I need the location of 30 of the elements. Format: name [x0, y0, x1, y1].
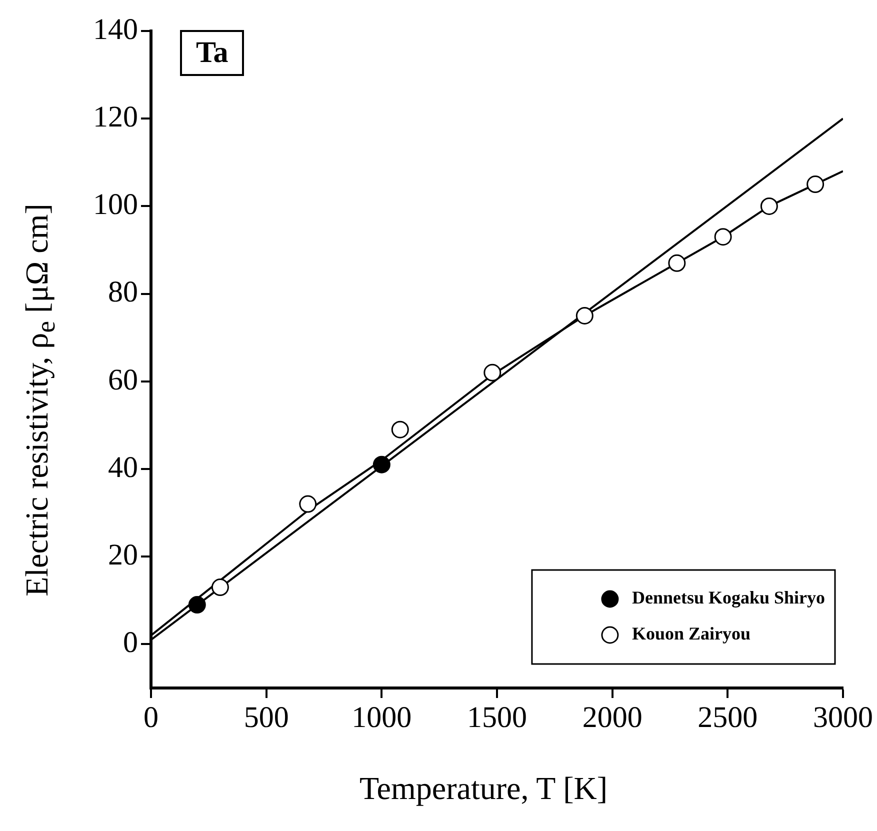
point — [668, 254, 686, 272]
x-axis-title: Temperature, T [K] — [358, 770, 609, 807]
point — [188, 596, 206, 614]
point — [391, 420, 409, 438]
point — [806, 176, 824, 194]
x-tick-label: 0 — [144, 700, 158, 734]
annotation: Ta — [180, 30, 244, 76]
point — [576, 306, 594, 324]
y-tick-label: 100 — [93, 188, 138, 222]
y-tick-label: 80 — [108, 276, 138, 309]
y-tick-label: 40 — [108, 450, 138, 484]
point — [372, 456, 390, 474]
point — [211, 578, 229, 596]
y-tick-label: 140 — [93, 12, 138, 46]
y-tick-label: 60 — [108, 363, 138, 396]
point — [714, 228, 732, 246]
x-tick-label: 1000 — [352, 700, 412, 734]
legend-label: Kouon Zairyou — [632, 624, 750, 644]
y-tick-label: 120 — [93, 100, 138, 134]
x-tick-label: 2500 — [698, 700, 758, 734]
y-tick-label: 20 — [108, 538, 138, 572]
x-tick-label: 1500 — [467, 700, 527, 734]
point — [760, 197, 778, 215]
y-tick-label: 0 — [123, 626, 138, 660]
x-tick-label: 3000 — [813, 700, 873, 734]
x-tick-label: 2000 — [582, 700, 642, 734]
point — [299, 495, 317, 513]
x-tick-label: 500 — [244, 700, 289, 734]
point — [484, 364, 502, 382]
legend-label: Dennetsu Kogaku Shiryo — [632, 588, 826, 608]
